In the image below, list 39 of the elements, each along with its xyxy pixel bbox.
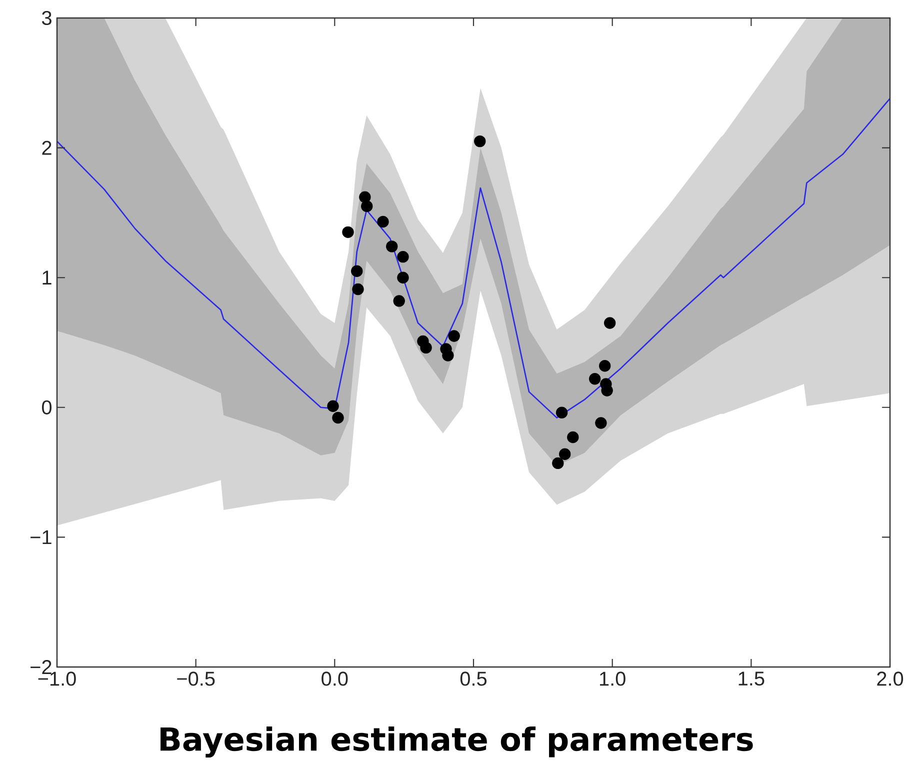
y-tick-label: −1 (30, 530, 52, 544)
point (601, 384, 613, 396)
x-tick-label: 1.0 (600, 672, 626, 686)
x-tick-label: 0.5 (460, 672, 487, 686)
point (595, 417, 607, 429)
y-tick-label: 1 (42, 270, 52, 284)
point (377, 216, 389, 228)
y-tick-label: 0 (42, 400, 52, 414)
x-tick-label: 2.0 (877, 672, 904, 686)
point (386, 240, 398, 252)
point (361, 200, 373, 212)
point (442, 350, 454, 362)
point (567, 431, 579, 444)
point (448, 330, 460, 342)
point (352, 283, 364, 296)
point (351, 265, 363, 277)
line-series (57, 98, 890, 418)
point (604, 317, 616, 329)
point (556, 406, 568, 418)
y-tick-label: 3 (42, 10, 52, 26)
y-tick-label: −2 (30, 660, 52, 674)
point (393, 295, 405, 307)
point (552, 457, 564, 470)
point (420, 342, 432, 354)
point (397, 250, 409, 263)
x-tick-label: −0.5 (177, 672, 215, 686)
x-tick-label: 1.5 (738, 672, 764, 686)
point (327, 400, 339, 412)
point (332, 412, 344, 424)
text: Bayesian estimate of parameters (160, 726, 753, 758)
point (397, 272, 409, 284)
x-tick-label: 0.0 (322, 672, 348, 686)
point (342, 226, 354, 238)
x-tick-label: −1.0 (38, 672, 76, 686)
point (559, 448, 571, 460)
point (598, 360, 611, 372)
point (474, 135, 486, 148)
point (589, 372, 601, 385)
y-tick-label: 2 (42, 140, 52, 155)
